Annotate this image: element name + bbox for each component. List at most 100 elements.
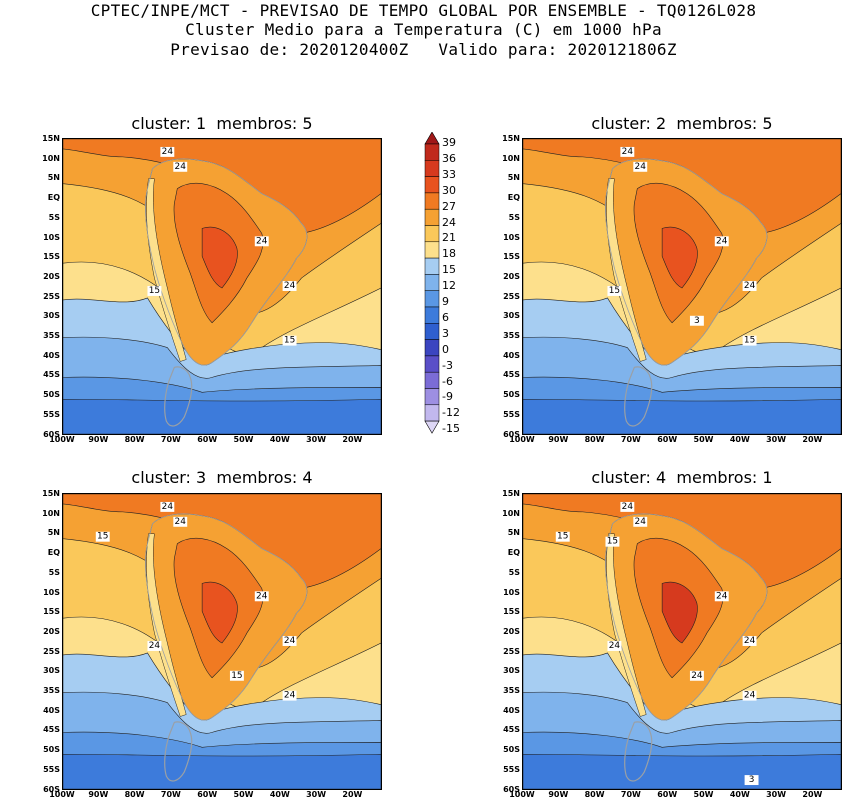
lon-tick-label: 90W bbox=[88, 790, 109, 799]
colorbar-label: 18 bbox=[442, 247, 456, 261]
lat-tick-label: EQ bbox=[47, 193, 60, 203]
colorbar-segment bbox=[424, 160, 440, 177]
colorbar-label: -9 bbox=[442, 390, 453, 404]
colorbar-label: 12 bbox=[442, 279, 456, 293]
contour-label-bg bbox=[742, 335, 757, 346]
colorbar-segment bbox=[424, 371, 440, 389]
contour-label-bg bbox=[147, 286, 162, 296]
colorbar-label: 39 bbox=[442, 136, 456, 149]
contour-label-bg bbox=[282, 335, 297, 346]
contour-label: 3 bbox=[749, 775, 755, 785]
lon-tick-label: 20W bbox=[802, 435, 823, 444]
contour-label-bg bbox=[605, 536, 620, 547]
contour-label: 24 bbox=[622, 147, 634, 157]
lat-tick-label: 15S bbox=[503, 607, 520, 617]
lat-tick-label: 10S bbox=[503, 232, 520, 242]
contour-label: 24 bbox=[609, 641, 621, 651]
contour-label: 15 bbox=[557, 532, 568, 542]
lat-tick-label: 5S bbox=[508, 212, 520, 222]
lat-tick-label: 5N bbox=[47, 528, 60, 538]
contour-label: 24 bbox=[284, 636, 296, 646]
colorbar-segment bbox=[424, 290, 440, 308]
contour-label-bg bbox=[282, 690, 297, 701]
contour-label-bg bbox=[742, 690, 757, 701]
lat-tick-label: 20S bbox=[503, 271, 520, 281]
lat-tick-label: 50S bbox=[43, 390, 60, 400]
colorbar-segment bbox=[424, 388, 440, 406]
contour-label-bg bbox=[607, 286, 622, 296]
colorbar-bottom-arrow bbox=[424, 420, 440, 434]
lat-tick-label: 15N bbox=[42, 134, 60, 143]
contour-label: 24 bbox=[716, 236, 728, 246]
lat-tick-label: 55S bbox=[43, 764, 60, 774]
contour-label: 3 bbox=[694, 316, 700, 326]
colorbar-label: 6 bbox=[442, 310, 449, 324]
lon-tick-label: 40W bbox=[269, 790, 290, 799]
colorbar-segment bbox=[424, 306, 440, 324]
colorbar-label: -3 bbox=[442, 358, 453, 372]
contour-label-bg bbox=[620, 146, 635, 157]
lat-tick-label: 15N bbox=[42, 489, 60, 498]
colorbar-label: 0 bbox=[442, 342, 449, 356]
contour-label-bg bbox=[689, 315, 704, 326]
title-line-1: CPTEC/INPE/MCT - PREVISAO DE TEMPO GLOBA… bbox=[90, 1, 757, 20]
continental-warm-region bbox=[201, 581, 238, 644]
lat-tick-label: 10N bbox=[42, 153, 60, 163]
contour-label-bg bbox=[714, 591, 729, 602]
lon-tick-label: 100W bbox=[509, 790, 535, 799]
lat-tick-label: 20S bbox=[503, 626, 520, 636]
lat-tick-label: 35S bbox=[503, 331, 520, 340]
lat-tick-label: 30S bbox=[503, 311, 520, 321]
colorbar-segment bbox=[424, 404, 440, 422]
temperature-contour-fill bbox=[523, 398, 841, 434]
contour-label-bg bbox=[282, 636, 297, 646]
colorbar-segment bbox=[424, 208, 440, 226]
lon-tick-label: 30W bbox=[306, 435, 327, 444]
lat-tick-label: 10S bbox=[43, 232, 60, 242]
lat-tick-label: 25S bbox=[503, 646, 520, 656]
colorbar-label: -12 bbox=[442, 406, 460, 420]
contour-label-bg bbox=[173, 161, 188, 172]
lat-tick-label: 55S bbox=[503, 764, 520, 774]
contour-label: 24 bbox=[744, 691, 756, 701]
colorbar-label: 27 bbox=[442, 199, 456, 213]
lat-tick-label: 35S bbox=[503, 686, 520, 695]
lon-tick-label: 50W bbox=[233, 790, 254, 799]
contour-label-bg bbox=[254, 236, 269, 247]
lat-tick-label: 35S bbox=[43, 331, 60, 340]
lat-tick-label: 15N bbox=[502, 489, 520, 498]
lat-tick-label: 60S bbox=[43, 429, 60, 439]
contour-label-bg bbox=[229, 670, 244, 681]
map-panel-cluster-2: 24 24 24 24 15 15 3 bbox=[522, 138, 842, 435]
contour-label: 24 bbox=[284, 691, 296, 701]
lon-tick-label: 30W bbox=[766, 790, 787, 799]
panel-title-2: cluster: 2 membros: 5 bbox=[591, 114, 773, 133]
lon-tick-label: 40W bbox=[269, 435, 290, 444]
lon-tick-label: 60W bbox=[197, 435, 218, 444]
lat-tick-label: 30S bbox=[43, 311, 60, 321]
contour-label-bg bbox=[555, 531, 570, 542]
lat-tick-label: 45S bbox=[503, 725, 520, 735]
continental-warm-region bbox=[661, 226, 698, 289]
temperature-contour-fill bbox=[63, 398, 381, 434]
contour-label: 24 bbox=[691, 671, 703, 681]
lat-tick-label: 40S bbox=[43, 705, 60, 715]
contour-label-bg bbox=[173, 516, 188, 527]
lat-tick-label: 20S bbox=[43, 626, 60, 636]
lat-tick-label: 35S bbox=[43, 686, 60, 695]
colorbar-top-arrow bbox=[424, 132, 440, 145]
lat-tick-label: 10S bbox=[503, 587, 520, 597]
colorbar-segment bbox=[424, 192, 440, 210]
lon-tick-label: 50W bbox=[693, 790, 714, 799]
colorbar-label: -15 bbox=[442, 422, 460, 436]
colorbar-segment bbox=[424, 225, 440, 243]
lat-tick-label: 15S bbox=[43, 607, 60, 617]
lon-tick-label: 60W bbox=[197, 790, 218, 799]
contour-label: 24 bbox=[284, 281, 296, 291]
contour-label-bg bbox=[742, 281, 757, 291]
lon-tick-label: 40W bbox=[729, 790, 750, 799]
lat-tick-label: EQ bbox=[507, 193, 520, 203]
lat-tick-label: 5S bbox=[48, 212, 60, 222]
contour-label-bg bbox=[607, 641, 622, 651]
contour-label: 24 bbox=[744, 281, 756, 291]
